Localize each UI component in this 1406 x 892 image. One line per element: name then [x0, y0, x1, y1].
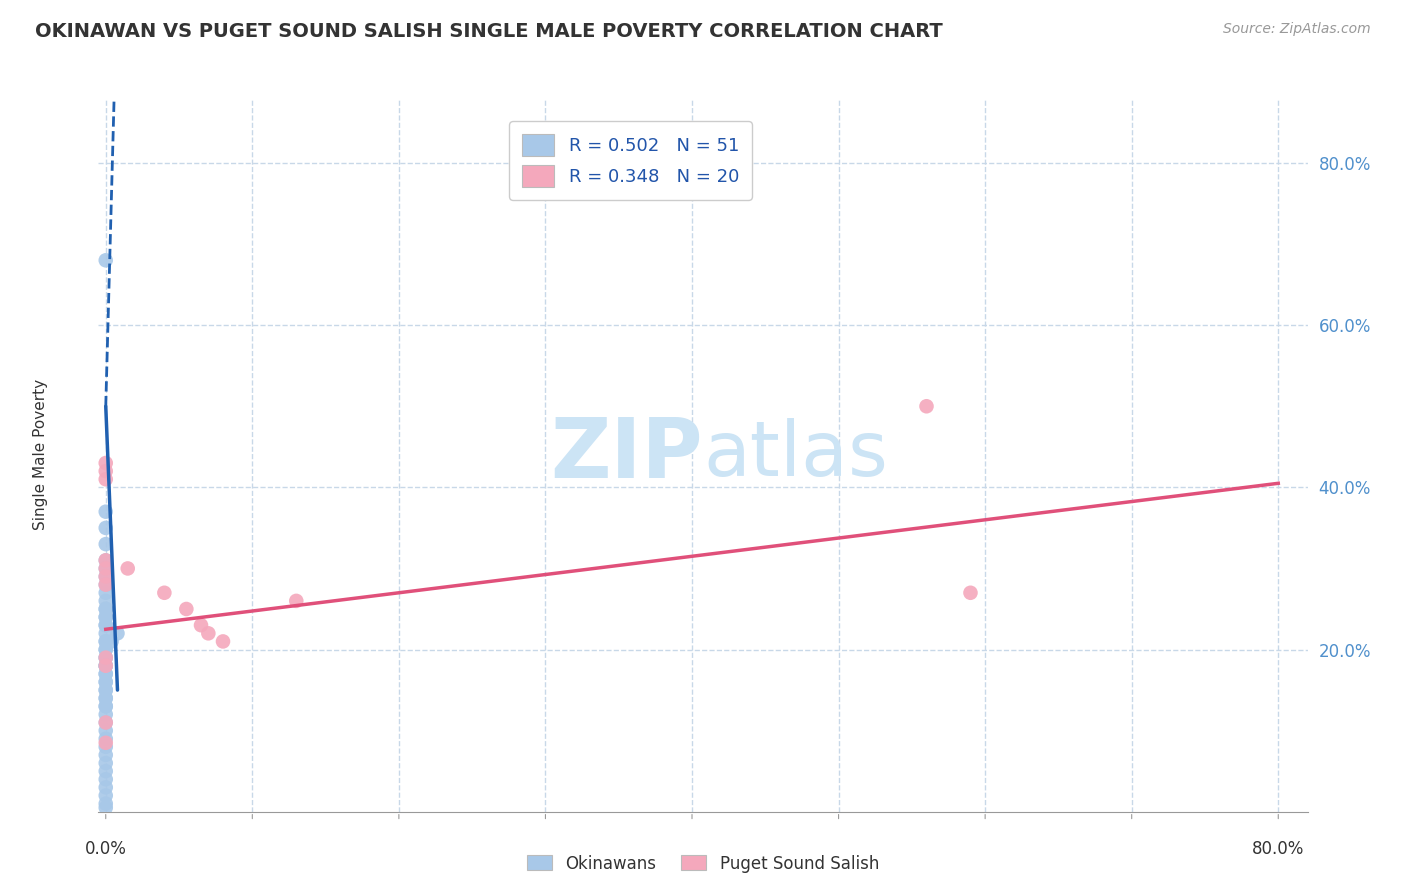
Point: [959, 586, 981, 600]
Point: [197, 626, 219, 640]
Point: [94, 715, 117, 730]
Point: [94, 569, 117, 583]
Point: [94, 731, 117, 746]
Point: [94, 610, 117, 624]
Point: [94, 505, 117, 519]
Point: [100, 634, 122, 648]
Point: [94, 772, 117, 787]
Text: OKINAWAN VS PUGET SOUND SALISH SINGLE MALE POVERTY CORRELATION CHART: OKINAWAN VS PUGET SOUND SALISH SINGLE MA…: [35, 22, 943, 41]
Point: [94, 699, 117, 714]
Point: [94, 691, 117, 706]
Point: [94, 683, 117, 698]
Point: [94, 797, 117, 811]
Point: [94, 789, 117, 803]
Point: [94, 594, 117, 608]
Point: [94, 553, 117, 567]
Point: [94, 658, 117, 673]
Point: [94, 707, 117, 722]
Point: [94, 699, 117, 714]
Legend: Okinawans, Puget Sound Salish: Okinawans, Puget Sound Salish: [520, 848, 886, 880]
Text: Source: ZipAtlas.com: Source: ZipAtlas.com: [1223, 22, 1371, 37]
Point: [94, 577, 117, 591]
Point: [117, 561, 139, 575]
Point: [94, 602, 117, 616]
Point: [94, 723, 117, 738]
Point: [94, 634, 117, 648]
Point: [94, 650, 117, 665]
Point: [94, 691, 117, 706]
Point: [94, 650, 117, 665]
Point: [94, 675, 117, 690]
Point: [107, 626, 129, 640]
Point: [94, 602, 117, 616]
Text: atlas: atlas: [703, 418, 887, 491]
Point: [190, 618, 212, 632]
Text: 0.0%: 0.0%: [84, 840, 127, 858]
Text: Single Male Poverty: Single Male Poverty: [32, 379, 48, 531]
Point: [94, 650, 117, 665]
Point: [94, 675, 117, 690]
Point: [94, 464, 117, 478]
Point: [94, 553, 117, 567]
Point: [94, 736, 117, 750]
Point: [212, 634, 235, 648]
Point: [94, 634, 117, 648]
Point: [94, 253, 117, 268]
Point: [94, 610, 117, 624]
Point: [94, 561, 117, 575]
Point: [94, 521, 117, 535]
Point: [94, 456, 117, 470]
Point: [285, 594, 308, 608]
Point: [94, 472, 117, 486]
Point: [153, 586, 176, 600]
Point: [94, 800, 117, 814]
Point: [94, 577, 117, 591]
Point: [94, 756, 117, 770]
Point: [94, 739, 117, 754]
Point: [94, 618, 117, 632]
Point: [94, 642, 117, 657]
Point: [915, 399, 938, 413]
Point: [94, 764, 117, 779]
Point: [94, 683, 117, 698]
Point: [94, 561, 117, 575]
Text: 80.0%: 80.0%: [1253, 840, 1305, 858]
Point: [94, 618, 117, 632]
Point: [94, 537, 117, 551]
Legend: R = 0.502   N = 51, R = 0.348   N = 20: R = 0.502 N = 51, R = 0.348 N = 20: [509, 121, 752, 200]
Point: [94, 626, 117, 640]
Point: [94, 715, 117, 730]
Point: [94, 658, 117, 673]
Point: [94, 666, 117, 681]
Point: [94, 658, 117, 673]
Point: [94, 747, 117, 762]
Text: ZIP: ZIP: [551, 415, 703, 495]
Point: [176, 602, 198, 616]
Point: [94, 586, 117, 600]
Point: [94, 569, 117, 583]
Point: [94, 658, 117, 673]
Point: [94, 666, 117, 681]
Point: [94, 780, 117, 795]
Point: [94, 642, 117, 657]
